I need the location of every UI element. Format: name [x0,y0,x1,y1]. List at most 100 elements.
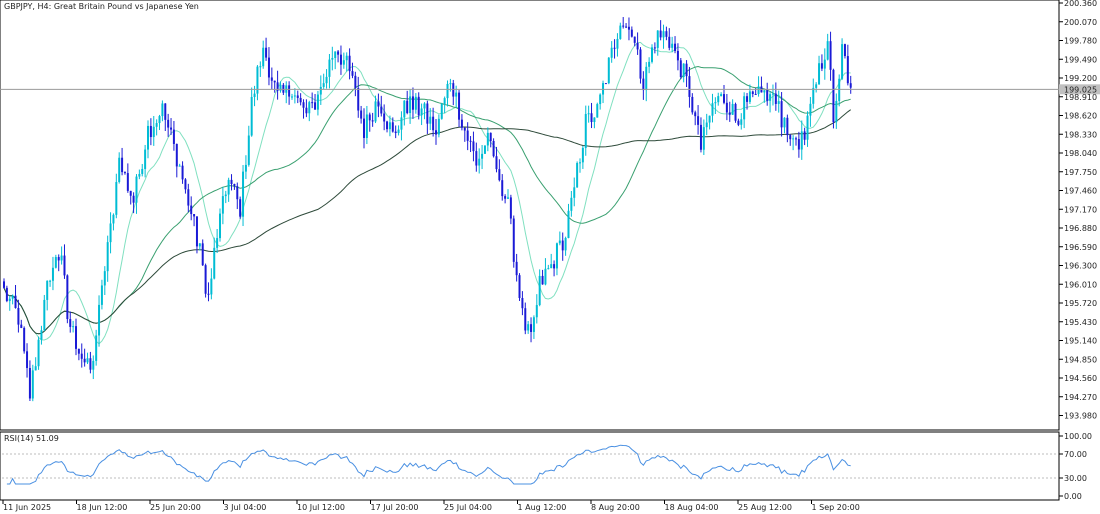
current-price-label: 199.025 [1064,85,1097,94]
candle-body [579,162,581,164]
candle-body [123,172,126,174]
candle-body [492,140,495,157]
price-tick-label: 196.590 [1064,243,1097,252]
candle-body [504,196,507,199]
candle-body [489,132,492,141]
candle-body [846,56,849,84]
candle-body [75,326,77,349]
candle-body [417,96,420,116]
candle-body [829,41,832,70]
price-tick-label: 198.040 [1064,149,1097,158]
time-tick-label: 1 Aug 12:00 [518,503,567,512]
time-tick-label: 25 Jul 04:00 [444,503,492,512]
candle-body [221,196,224,214]
rsi-line [6,444,851,485]
candle-body [224,194,227,197]
candle-body [481,153,484,159]
candle-body [265,47,268,58]
candle-body [789,135,792,140]
candle-body [616,38,619,49]
candle-body [524,308,527,331]
candle-body [259,66,262,68]
candle-body [5,287,8,301]
candle-body [54,257,57,268]
candle-body [507,197,509,199]
candle-body [66,275,69,320]
candle-body [207,293,210,295]
candle-body [305,107,308,114]
candle-body [175,143,178,167]
candle-body [815,84,818,88]
candle-body [501,180,504,197]
candle-body [328,59,331,77]
candle-body [691,96,694,113]
rsi-series-line [6,444,851,485]
candle-body [576,162,579,188]
candle-body [158,116,161,124]
candle-body [394,131,397,134]
candle-body [823,59,826,69]
candle-body [561,240,564,251]
candle-body [671,43,674,48]
candle-body [625,26,628,28]
candle-body [757,86,760,95]
candle-body [43,299,46,331]
price-tick-label: 195.720 [1064,299,1097,308]
candle-body [440,103,443,119]
time-tick-label: 3 Jul 04:00 [224,503,267,512]
candle-body [72,326,75,328]
candle-body [651,47,653,62]
candle-body [771,93,774,95]
candle-body [31,370,34,399]
candle-body [227,179,230,195]
candle-body [219,213,221,239]
time-tick-label: 18 Jun 12:00 [77,503,128,512]
candle-body [161,103,164,117]
candle-body [14,295,17,308]
candle-body [8,298,11,301]
candle-body [581,147,584,163]
candle-body [291,96,293,98]
candle-body [746,96,749,102]
candle-body [233,183,236,187]
candle-body [360,110,363,119]
rsi-tick-label: 70.00 [1064,450,1087,459]
candle-body [780,101,783,128]
candle-body [573,187,576,198]
candle-body [570,197,573,211]
candle-body [242,171,245,217]
candle-body [849,83,852,88]
candle-body [596,104,599,118]
candle-body [797,139,800,150]
price-tick-label: 195.430 [1064,318,1097,327]
candle-body [354,75,357,89]
candle-body [34,366,37,371]
price-tick-label: 196.300 [1064,262,1097,271]
candle-body [818,63,821,85]
candle-body [699,124,702,150]
candle-body [728,112,731,115]
candle-body [190,205,193,215]
candle-body [766,90,769,101]
candle-body [786,117,789,136]
candle-body [170,127,173,130]
candle-body [11,295,14,299]
rsi-tick-label: 100.00 [1064,432,1092,441]
candle-body [708,115,711,123]
time-tick-label: 8 Aug 20:00 [591,503,640,512]
candle-body [665,31,668,37]
candle-body [763,90,766,93]
candle-body [498,169,501,181]
candle-body [147,125,149,150]
current-price-line: 199.025 [0,84,1100,95]
candle-body [314,102,317,110]
candle-body [138,173,141,177]
price-tick-label: 199.780 [1064,37,1097,46]
candle-body [270,77,273,81]
price-tick-label: 196.010 [1064,280,1097,289]
candle-body [308,102,311,114]
candle-body [697,116,700,125]
candle-body [262,47,265,67]
candle-body [302,102,305,108]
moving-average-line [3,65,851,335]
